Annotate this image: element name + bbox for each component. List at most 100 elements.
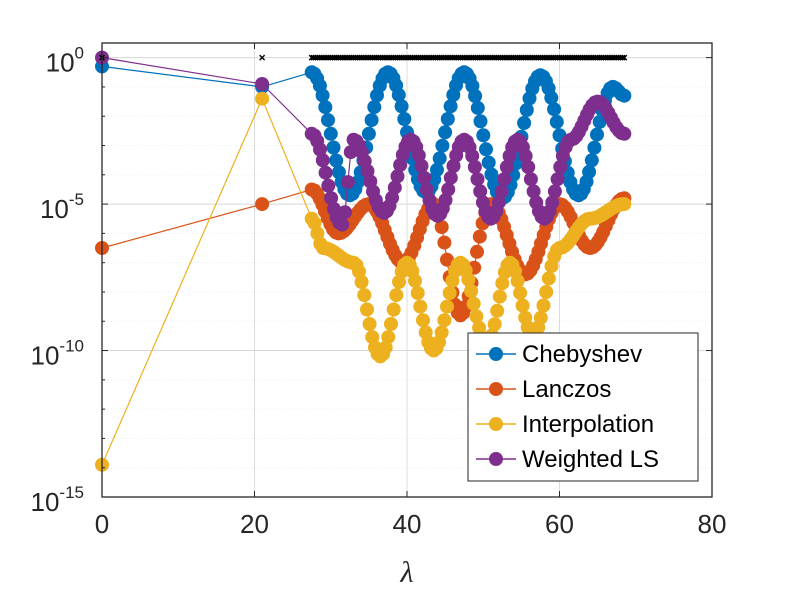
legend-label: Lanczos <box>522 376 611 403</box>
x-tick-label: 20 <box>240 509 269 539</box>
data-point <box>315 88 330 103</box>
data-point <box>362 317 377 331</box>
data-point <box>549 114 564 129</box>
data-point <box>440 252 454 267</box>
data-point <box>497 172 512 187</box>
data-point <box>526 184 541 199</box>
data-point <box>473 184 488 199</box>
x-axis-label: λ <box>400 556 414 589</box>
data-point <box>410 286 425 300</box>
legend-item: Interpolation <box>476 411 654 438</box>
data-point <box>397 112 412 126</box>
data-point <box>438 193 453 208</box>
data-point <box>469 309 484 324</box>
data-point <box>582 164 597 179</box>
data-point <box>315 153 330 168</box>
data-point <box>490 303 505 318</box>
data-point <box>468 89 483 103</box>
data-point <box>590 127 604 142</box>
data-point <box>617 88 632 103</box>
legend-label: Chebyshev <box>522 341 642 368</box>
data-point <box>533 310 548 325</box>
y-tick-label: 10-15 <box>31 483 85 517</box>
data-point <box>465 149 480 163</box>
y-tick-label: 100 <box>46 44 84 78</box>
data-point <box>419 182 434 197</box>
data-point <box>389 288 404 303</box>
data-point <box>518 149 533 163</box>
data-point <box>338 205 352 220</box>
data-point <box>539 285 554 299</box>
data-point <box>326 140 341 155</box>
data-point <box>541 271 556 286</box>
data-point <box>329 153 344 168</box>
data-point <box>391 87 406 102</box>
data-point <box>587 140 602 155</box>
data-point <box>313 142 327 157</box>
data-point <box>384 317 398 331</box>
legend-item: Weighted LS <box>476 446 659 473</box>
eigenvalue-marker <box>621 54 628 61</box>
x-tick-label: 0 <box>95 509 109 539</box>
data-point <box>499 160 514 174</box>
data-point <box>440 112 455 126</box>
data-point <box>476 128 491 143</box>
data-point <box>494 184 509 199</box>
series-weighted-ls <box>95 50 632 232</box>
data-point <box>470 244 484 259</box>
data-point <box>386 302 401 317</box>
data-point <box>473 114 488 129</box>
data-point <box>361 126 376 141</box>
data-point <box>437 313 452 328</box>
data-point <box>547 102 562 117</box>
data-point <box>416 313 430 328</box>
data-point <box>470 172 485 187</box>
data-point <box>584 153 599 168</box>
data-point <box>515 298 530 313</box>
legend-item: Chebyshev <box>476 341 642 368</box>
data-point <box>446 159 461 173</box>
data-point <box>617 197 632 212</box>
data-point <box>387 180 402 195</box>
data-point <box>417 170 432 185</box>
data-point <box>318 165 333 180</box>
data-point <box>354 275 369 289</box>
data-point <box>464 284 479 298</box>
data-point <box>536 298 551 313</box>
data-point <box>521 160 536 174</box>
data-point <box>470 100 485 115</box>
data-point <box>435 138 450 153</box>
data-point <box>441 182 456 197</box>
series-interpolation <box>95 91 632 472</box>
data-point <box>467 160 482 174</box>
data-point <box>335 217 350 232</box>
data-point <box>390 169 405 184</box>
legend: Chebyshev Lanczos Interpolation Weighted LS <box>467 332 699 482</box>
y-tick-label: 10-10 <box>31 337 85 371</box>
legend-box <box>467 332 699 482</box>
data-point <box>487 317 502 332</box>
x-tick-label: 80 <box>698 509 727 539</box>
legend-label: Weighted LS <box>522 446 659 473</box>
data-point <box>479 142 493 157</box>
data-point <box>547 184 562 199</box>
legend-marker <box>489 452 503 466</box>
legend-label: Interpolation <box>522 411 654 438</box>
data-point <box>495 276 510 291</box>
data-point <box>408 273 422 288</box>
data-point <box>413 299 428 314</box>
data-point <box>255 197 270 212</box>
data-point <box>481 155 496 170</box>
data-point <box>517 116 532 130</box>
data-point <box>492 289 507 304</box>
legend-marker <box>489 382 503 396</box>
data-point <box>434 220 449 234</box>
data-point <box>430 162 444 177</box>
eigenvalue-marker <box>259 54 266 61</box>
x-tick-label: 60 <box>545 509 574 539</box>
data-point <box>381 330 396 345</box>
data-point <box>323 126 338 141</box>
data-point <box>491 195 506 210</box>
data-point <box>414 159 429 173</box>
data-point <box>466 296 481 311</box>
